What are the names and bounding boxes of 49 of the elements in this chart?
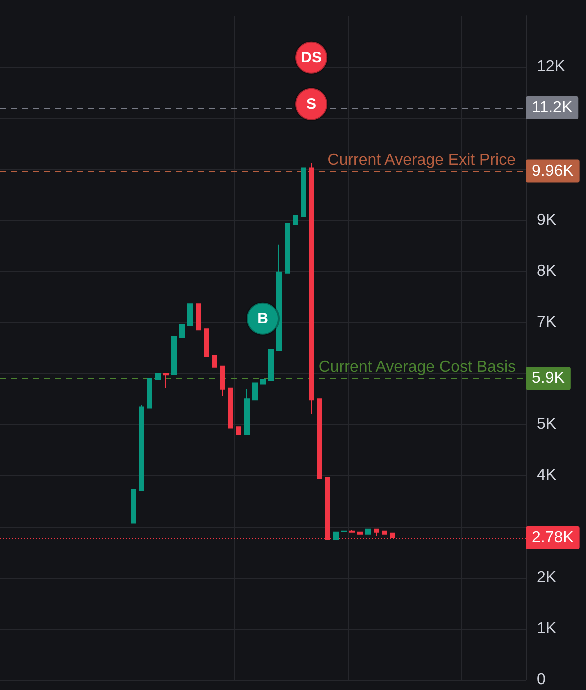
candlestick [382,530,387,535]
annotation: Current Average Cost Basis [318,359,516,376]
candlestick [333,532,339,541]
candlestick [163,373,169,389]
candlestick [260,379,266,385]
candlestick [349,530,355,533]
candlestick [196,304,201,331]
data-label: DS [301,49,322,66]
data-label: B [258,310,269,328]
candlestick [244,388,250,436]
candlestick [204,328,209,358]
candlestick [252,382,258,401]
y-tick-label: 8K [537,262,557,280]
candlestick [268,349,274,382]
candlestick [228,388,233,429]
candlestick [236,426,241,436]
y-tick-label: 1K [537,620,557,638]
candlestick [139,404,144,492]
candlestick [365,528,371,535]
y-tick-label: 2K [537,569,557,586]
y-tick-label: 12K [537,58,566,76]
candlestick [293,215,298,226]
ref-line-label: 11.2K [532,99,573,116]
data-label: S [306,96,317,113]
candlestick [301,168,306,218]
candlestick [212,355,217,368]
candlestick [309,162,314,415]
candlestick [131,488,136,524]
point [294,87,329,122]
candlestick [357,532,363,535]
y-tick-label: 5K [537,416,557,434]
candlestick [179,324,185,338]
y-tick-label: 9K [537,212,557,229]
y-tick-label: 0 [537,672,546,688]
point [246,302,280,336]
candlestick [155,373,161,380]
ref-line-label: 5.9K [532,370,566,388]
ref-line-label: 2.78K [532,530,574,547]
candlestick [220,366,225,398]
y-tick-label: 7K [537,314,557,331]
candlestick [171,336,177,376]
y-tick-label: 4K [537,467,557,484]
candlestick [285,223,290,274]
candlestick [147,378,152,409]
ref-line-label: 9.96K [532,162,574,180]
candlestick [187,304,193,327]
annotation: Current Average Exit Price [328,152,516,169]
candlestick [317,398,322,480]
candlestick [374,528,379,536]
